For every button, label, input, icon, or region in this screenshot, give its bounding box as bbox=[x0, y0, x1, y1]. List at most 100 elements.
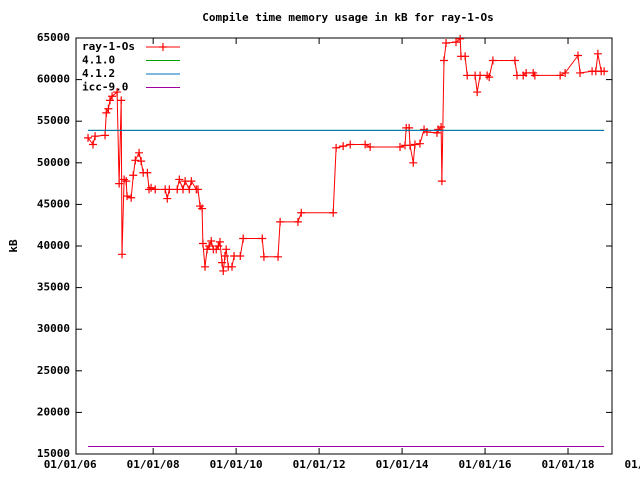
point-marker bbox=[576, 68, 585, 77]
y-tick-label: 60000 bbox=[37, 73, 70, 86]
point-marker bbox=[463, 71, 472, 80]
point-marker bbox=[214, 242, 223, 250]
point-marker bbox=[422, 128, 431, 137]
legend-label: ray-1-Os bbox=[82, 40, 135, 53]
point-marker bbox=[117, 96, 126, 105]
point-marker bbox=[102, 108, 111, 117]
legend-label: 4.1.2 bbox=[82, 67, 115, 80]
point-marker bbox=[530, 71, 539, 80]
point-marker bbox=[573, 51, 582, 60]
point-marker bbox=[409, 158, 418, 167]
y-tick-label: 30000 bbox=[37, 322, 70, 335]
point-marker bbox=[366, 142, 375, 151]
point-marker bbox=[274, 252, 283, 261]
point-marker bbox=[187, 177, 196, 186]
point-marker bbox=[456, 34, 465, 43]
x-tick-label: 01/01/08 bbox=[127, 458, 180, 471]
point-marker bbox=[332, 143, 341, 152]
point-marker bbox=[239, 234, 248, 243]
point-marker bbox=[339, 142, 348, 151]
point-marker bbox=[488, 56, 497, 65]
point-marker bbox=[473, 88, 482, 97]
y-tick-label: 40000 bbox=[37, 239, 70, 252]
point-marker bbox=[259, 252, 268, 261]
point-marker bbox=[346, 140, 355, 149]
point-marker bbox=[151, 185, 160, 194]
point-marker bbox=[101, 131, 110, 140]
point-marker bbox=[437, 177, 446, 186]
point-marker bbox=[593, 49, 602, 58]
point-marker bbox=[452, 38, 461, 47]
point-marker bbox=[439, 56, 448, 65]
point-marker bbox=[108, 92, 117, 101]
x-tick-label: 01/01/10 bbox=[210, 458, 263, 471]
point-marker bbox=[476, 71, 485, 80]
x-tick-label: 01/01/06 bbox=[44, 458, 97, 471]
point-marker bbox=[218, 258, 227, 267]
point-marker bbox=[201, 262, 210, 271]
point-marker bbox=[91, 132, 100, 141]
point-marker bbox=[84, 133, 93, 142]
legend-label: 4.1.0 bbox=[82, 54, 115, 67]
point-marker bbox=[143, 168, 152, 177]
y-axis-label: kB bbox=[7, 239, 20, 253]
point-marker bbox=[163, 194, 172, 203]
point-marker bbox=[600, 67, 609, 76]
point-marker bbox=[207, 237, 216, 246]
point-marker bbox=[276, 217, 285, 226]
legend-label: icc-9.0 bbox=[82, 81, 128, 94]
point-marker bbox=[123, 192, 132, 201]
point-marker bbox=[104, 104, 113, 113]
point-marker bbox=[118, 250, 127, 259]
point-marker bbox=[137, 157, 146, 166]
point-marker bbox=[510, 56, 519, 65]
y-tick-label: 35000 bbox=[37, 281, 70, 294]
point-marker bbox=[198, 204, 207, 213]
point-marker bbox=[297, 208, 306, 217]
point-marker bbox=[135, 148, 144, 157]
point-marker bbox=[205, 242, 214, 250]
point-marker bbox=[193, 185, 202, 194]
point-marker bbox=[129, 171, 138, 180]
y-tick-label: 20000 bbox=[37, 405, 70, 418]
point-marker bbox=[236, 251, 245, 260]
point-marker bbox=[361, 140, 370, 149]
point-marker bbox=[147, 183, 156, 192]
plot-frame bbox=[75, 37, 613, 455]
point-marker bbox=[215, 237, 224, 246]
y-tick-label: 45000 bbox=[37, 197, 70, 210]
x-tick-label: 01/01/14 bbox=[376, 458, 429, 471]
chart-title: Compile time memory usage in kB for ray-… bbox=[202, 11, 493, 24]
point-marker bbox=[185, 185, 194, 194]
x-tick-label: 01/01/16 bbox=[459, 458, 512, 471]
point-marker bbox=[293, 217, 302, 226]
point-marker bbox=[113, 88, 122, 97]
x-tick-label: 01/01/20 bbox=[625, 458, 640, 471]
point-marker bbox=[415, 139, 424, 148]
point-marker bbox=[175, 175, 184, 184]
point-marker bbox=[89, 140, 98, 149]
point-marker bbox=[405, 141, 414, 150]
y-tick-label: 25000 bbox=[37, 364, 70, 377]
point-marker bbox=[522, 68, 531, 77]
point-marker bbox=[461, 52, 470, 61]
point-marker bbox=[131, 156, 140, 165]
point-marker bbox=[220, 251, 229, 260]
legend-marker bbox=[159, 43, 167, 51]
point-marker bbox=[442, 38, 451, 47]
point-marker bbox=[222, 245, 231, 254]
point-marker bbox=[165, 185, 174, 194]
point-marker bbox=[485, 73, 494, 82]
point-marker bbox=[410, 140, 419, 149]
point-marker bbox=[106, 96, 115, 105]
point-marker bbox=[396, 142, 405, 151]
x-tick-label: 01/01/18 bbox=[542, 458, 595, 471]
point-marker bbox=[198, 239, 207, 248]
point-marker bbox=[122, 177, 131, 186]
point-marker bbox=[329, 208, 338, 217]
point-marker bbox=[561, 68, 570, 77]
point-marker bbox=[227, 262, 236, 271]
point-marker bbox=[437, 123, 446, 132]
point-marker bbox=[115, 179, 124, 188]
y-tick-label: 65000 bbox=[37, 31, 70, 44]
